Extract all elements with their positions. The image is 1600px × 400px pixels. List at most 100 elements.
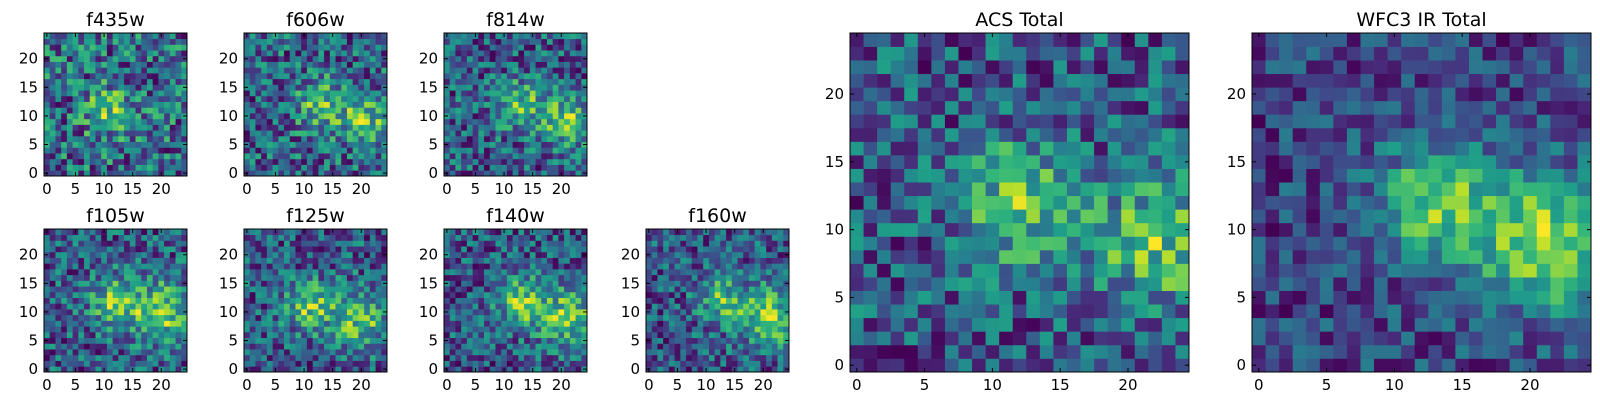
- heatmap-cell: [106, 67, 113, 74]
- heatmap-cell: [78, 44, 85, 51]
- heatmap-cell: [164, 349, 171, 356]
- heatmap-cell: [295, 314, 302, 321]
- heatmap-cell: [124, 251, 131, 258]
- heatmap-cell: [564, 130, 571, 137]
- heatmap-cell: [181, 67, 188, 74]
- heatmap-cell: [112, 360, 119, 367]
- heatmap-cell: [777, 349, 784, 356]
- heatmap-cell: [461, 44, 468, 51]
- heatmap-cell: [164, 135, 171, 143]
- heatmap-cell: [352, 61, 359, 68]
- heatmap-cell: [375, 343, 382, 350]
- heatmap-cell: [169, 309, 176, 316]
- y-tick-label: 0: [28, 360, 38, 378]
- heatmap-cell: [455, 274, 462, 281]
- heatmap-cell: [364, 124, 371, 131]
- heatmap-cell: [324, 337, 331, 344]
- heatmap-cell: [66, 50, 73, 57]
- heatmap-cell: [777, 314, 784, 321]
- heatmap-cell: [278, 141, 285, 148]
- heatmap-cell: [124, 263, 131, 270]
- heatmap-cell: [272, 90, 279, 97]
- heatmap-cell: [146, 229, 154, 236]
- heatmap-cell: [158, 314, 165, 321]
- heatmap-cell: [680, 366, 687, 373]
- heatmap-cell: [124, 107, 131, 114]
- x-tick-label: 20: [152, 180, 171, 198]
- heatmap-cell: [680, 337, 687, 344]
- x-tick-label: 15: [323, 180, 342, 198]
- heatmap-cell: [261, 67, 268, 74]
- heatmap-cell: [266, 320, 273, 327]
- heatmap-cell: [66, 158, 73, 165]
- heatmap-cell: [169, 229, 176, 236]
- heatmap-cell: [369, 61, 376, 68]
- heatmap-cell: [535, 44, 542, 51]
- heatmap-cell: [529, 320, 536, 327]
- heatmap-cell: [255, 269, 262, 276]
- heatmap-cell: [169, 320, 176, 327]
- heatmap-cell: [478, 95, 485, 102]
- heatmap-cell: [646, 314, 653, 321]
- heatmap-cell: [295, 107, 302, 114]
- heatmap-cell: [466, 263, 473, 270]
- heatmap-cell: [449, 343, 456, 350]
- heatmap-cell: [289, 101, 296, 108]
- heatmap-cell: [535, 291, 542, 298]
- heatmap-cell: [760, 354, 767, 361]
- heatmap-cell: [455, 101, 462, 108]
- heatmap-cell: [289, 118, 296, 125]
- heatmap-cell: [455, 314, 462, 321]
- heatmap-cell: [877, 236, 892, 251]
- heatmap-cell: [272, 38, 279, 45]
- heatmap-cell: [714, 240, 721, 247]
- heatmap-cell: [449, 269, 456, 276]
- heatmap-cell: [931, 317, 946, 332]
- heatmap-cell: [686, 229, 693, 236]
- heatmap-cell: [295, 170, 302, 177]
- heatmap-cell: [272, 78, 279, 85]
- heatmap-cell: [255, 297, 262, 304]
- heatmap-cell: [999, 182, 1014, 197]
- heatmap-cell: [124, 84, 131, 91]
- heatmap-cell: [61, 50, 68, 57]
- heatmap-cell: [78, 170, 85, 177]
- heatmap-cell: [674, 303, 681, 310]
- heatmap-cell: [249, 170, 256, 177]
- heatmap-cell: [369, 55, 376, 62]
- heatmap-cell: [364, 101, 371, 108]
- heatmap-cell: [524, 251, 531, 258]
- heatmap-cell: [272, 130, 279, 137]
- heatmap-cell: [329, 291, 336, 298]
- heatmap-cell: [461, 50, 468, 57]
- x-tick-label: 5: [271, 376, 281, 394]
- heatmap-cell: [84, 331, 91, 339]
- heatmap-cell: [324, 90, 331, 97]
- heatmap-cell: [726, 234, 733, 241]
- heatmap-cell: [581, 107, 588, 114]
- heatmap-cell: [524, 164, 531, 171]
- heatmap-cell: [295, 84, 302, 91]
- heatmap-cell: [720, 320, 727, 327]
- heatmap-cell: [266, 73, 273, 80]
- heatmap-cell: [89, 286, 96, 293]
- heatmap-cell: [141, 153, 148, 160]
- heatmap-cell: [295, 101, 302, 108]
- heatmap-cell: [112, 107, 119, 114]
- heatmap-cell: [663, 326, 670, 333]
- heatmap-cell: [89, 331, 96, 339]
- heatmap-cell: [569, 251, 576, 258]
- heatmap-cell: [44, 44, 51, 51]
- heatmap-cell: [726, 326, 733, 333]
- heatmap-cell: [135, 170, 142, 177]
- heatmap-cell: [295, 331, 302, 339]
- heatmap-cell: [697, 343, 704, 350]
- heatmap-cell: [49, 326, 56, 333]
- heatmap-cell: [324, 366, 331, 373]
- heatmap-cell: [78, 50, 85, 57]
- heatmap-cell: [358, 263, 365, 270]
- heatmap-cell: [164, 234, 171, 241]
- heatmap-cell: [72, 251, 79, 258]
- heatmap-cell: [541, 141, 548, 148]
- heatmap-cell: [890, 304, 905, 319]
